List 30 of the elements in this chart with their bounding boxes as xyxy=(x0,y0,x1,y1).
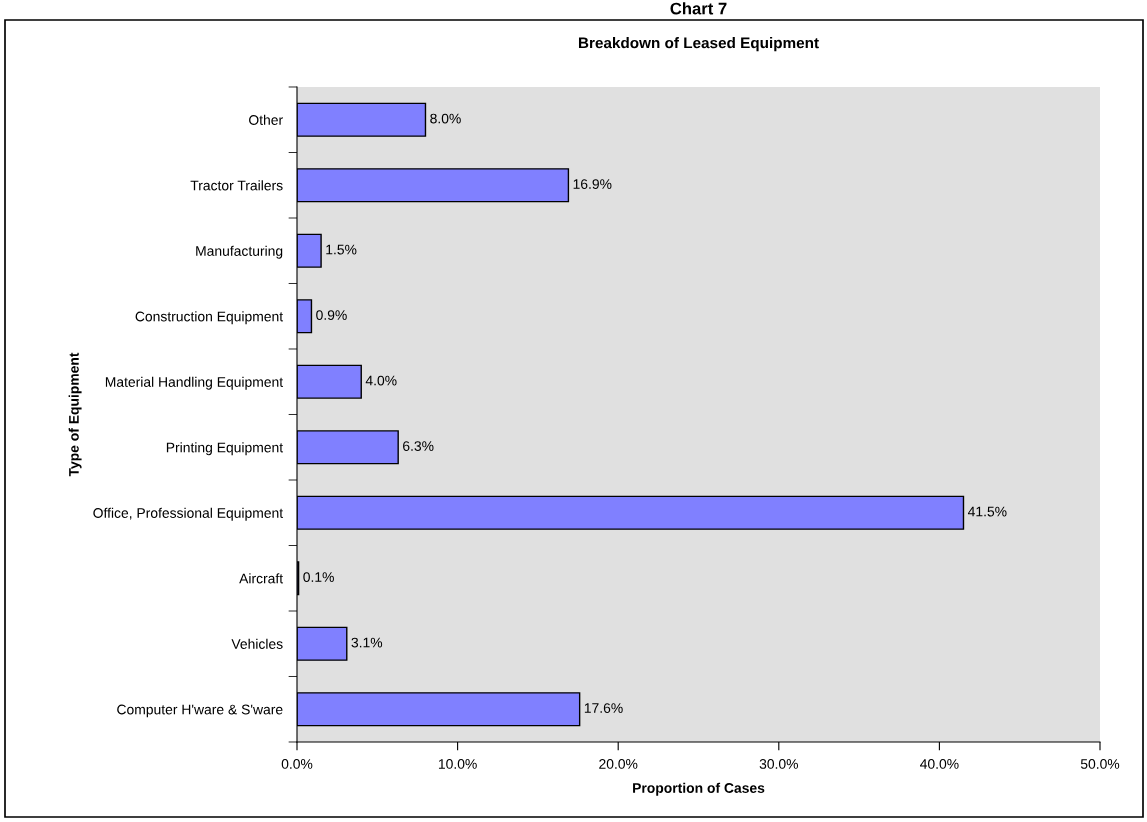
y-tick-label: Vehicles xyxy=(231,638,283,649)
data-label: 1.5% xyxy=(326,244,357,255)
y-tick-label: Office, Professional Equipment xyxy=(93,507,284,521)
data-label: 16.9% xyxy=(573,179,612,189)
y-tick-label: Construction Equipment xyxy=(135,311,284,325)
data-label: 4.0% xyxy=(365,375,397,386)
y-tick-label: Manufacturing xyxy=(196,245,283,259)
x-tick-label: 50.0% xyxy=(1080,759,1120,769)
y-tick-label: Aircraft xyxy=(239,573,284,584)
data-label: 8.0% xyxy=(430,113,461,124)
data-label: 6.3% xyxy=(403,441,434,451)
data-label: 41.5% xyxy=(967,506,1007,517)
y-tick-label: Tractor Trailers xyxy=(190,180,283,191)
y-axis-title: Type of Equipment xyxy=(68,352,82,477)
data-label: 3.1% xyxy=(351,637,383,648)
x-tick-label: 30.0% xyxy=(759,759,798,769)
y-tick-label: Other xyxy=(249,114,283,125)
x-tick-label: 0.0% xyxy=(281,759,313,769)
y-tick-label: Printing Equipment xyxy=(166,442,284,456)
x-tick-label: 20.0% xyxy=(599,759,638,769)
y-tick-label: Material Handling Equipment xyxy=(105,376,284,390)
chart-subtitle: Breakdown of Leased Equipment xyxy=(578,37,819,52)
data-label: 0.9% xyxy=(316,310,347,320)
data-label: 0.1% xyxy=(303,572,334,582)
y-tick-label: Computer H'ware & S'ware xyxy=(117,704,283,718)
x-axis-title: Proportion of Cases xyxy=(633,782,765,796)
x-tick-label: 40.0% xyxy=(920,759,959,769)
x-tick-label: 10.0% xyxy=(438,759,477,769)
data-label: 17.6% xyxy=(584,703,623,713)
chart-title: Chart 7 xyxy=(670,2,727,15)
